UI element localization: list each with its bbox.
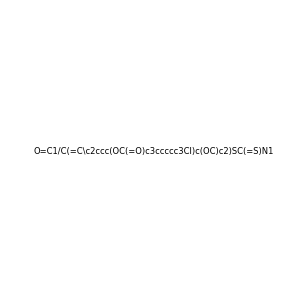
Text: O=C1/C(=C\c2ccc(OC(=O)c3ccccc3Cl)c(OC)c2)SC(=S)N1: O=C1/C(=C\c2ccc(OC(=O)c3ccccc3Cl)c(OC)c2… <box>34 147 274 156</box>
